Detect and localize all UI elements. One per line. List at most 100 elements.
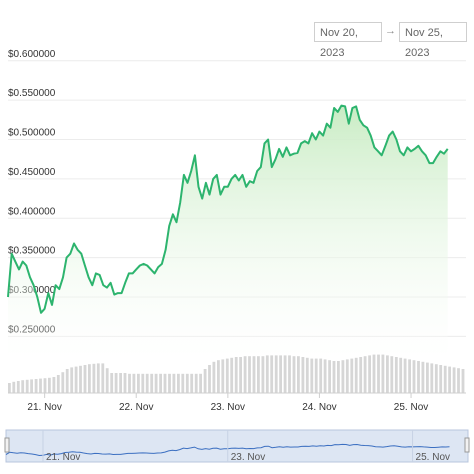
volume-bar: [128, 373, 131, 393]
volume-bar: [150, 373, 154, 393]
volume-bar: [137, 373, 140, 393]
volume-bar: [25, 379, 29, 393]
volume-bar: [279, 355, 282, 393]
volume-bar: [168, 373, 171, 393]
volume-bar: [96, 363, 100, 393]
price-line: [7, 104, 449, 314]
volume-bar: [354, 357, 358, 393]
x-tick-label: 22. Nov: [119, 402, 153, 413]
volume-bar: [363, 356, 367, 393]
volume-bar: [21, 380, 25, 393]
volume-bar: [390, 356, 394, 393]
volume-bar: [297, 356, 300, 393]
volume-bar: [292, 356, 296, 393]
volume-bar: [145, 373, 149, 393]
volume-bar: [212, 361, 216, 393]
volume-bar: [199, 373, 202, 393]
y-tick-label: $0.350000: [8, 246, 56, 257]
volume-bar: [61, 372, 65, 393]
volume-bar: [39, 378, 42, 393]
volume-bar: [461, 369, 465, 393]
volume-bar: [274, 355, 278, 393]
volume-bar: [123, 373, 127, 393]
volume-bar: [359, 357, 363, 393]
volume-bar: [368, 355, 371, 393]
volume-bar: [65, 369, 69, 393]
volume-bar: [225, 358, 229, 393]
volume-bar: [208, 365, 211, 393]
navigator-right-handle[interactable]: [464, 437, 470, 453]
y-tick-label: $0.450000: [8, 167, 56, 178]
volume-bar: [239, 357, 242, 393]
volume-bar: [141, 373, 145, 393]
y-tick-label: $0.600000: [8, 49, 56, 60]
volume-bar: [221, 359, 225, 393]
volume-bar: [203, 369, 207, 393]
navigator-tick-label: 21. Nov: [46, 452, 80, 463]
price-area: [8, 105, 448, 360]
date-to-input[interactable]: Nov 25, 2023: [399, 22, 467, 59]
volume-bar: [243, 356, 247, 393]
volume-bar: [337, 361, 340, 393]
volume-bar: [270, 355, 274, 393]
volume-bar: [132, 373, 136, 393]
volume-bar: [177, 373, 180, 393]
volume-bar: [417, 361, 420, 393]
volume-bar: [443, 365, 447, 393]
volume-bar: [52, 377, 56, 393]
volume-bar: [12, 381, 16, 393]
volume-bar: [154, 373, 158, 393]
volume-bar: [319, 358, 323, 393]
volume-bar: [261, 356, 265, 393]
volume-bar: [248, 356, 251, 393]
volume-bar: [328, 360, 331, 393]
volume-bar: [8, 383, 11, 393]
x-tick-label: 25. Nov: [394, 402, 428, 413]
volume-bar: [48, 377, 51, 393]
volume-bar: [399, 357, 403, 393]
volume-bar: [217, 360, 220, 393]
volume-bar: [234, 357, 238, 393]
volume-bar: [394, 357, 398, 393]
navigator-tick-label: 23. Nov: [231, 452, 265, 463]
volume-bar: [403, 358, 407, 393]
volume-bar: [381, 354, 385, 393]
volume-bar: [181, 373, 185, 393]
volume-bar: [310, 358, 314, 393]
volume-bar: [408, 359, 411, 393]
volume-bar: [332, 361, 336, 393]
volume-bar: [88, 364, 91, 393]
volume-bar: [341, 360, 345, 393]
volume-bar: [305, 357, 309, 393]
volume-bar: [230, 357, 234, 393]
x-tick-label: 24. Nov: [302, 402, 336, 413]
volume-bar: [159, 373, 162, 393]
volume-bar: [430, 363, 434, 393]
volume-bar: [70, 367, 74, 393]
volume-bar: [439, 365, 443, 393]
volume-bar: [190, 373, 194, 393]
volume-bar: [74, 366, 78, 393]
volume-bar: [114, 373, 118, 393]
volume-bar: [185, 373, 189, 393]
volume-bar: [257, 356, 260, 393]
volume-bar: [194, 373, 198, 393]
volume-bar: [172, 373, 176, 393]
volume-bar: [110, 373, 114, 393]
date-from-input[interactable]: Nov 20, 2023: [314, 22, 382, 59]
volume-bar: [377, 354, 380, 393]
volume-bar: [43, 378, 47, 393]
volume-bar: [421, 361, 425, 393]
x-tick-label: 21. Nov: [27, 402, 61, 413]
volume-bar: [79, 365, 82, 393]
volume-bar: [283, 355, 287, 393]
volume-bar: [372, 354, 376, 393]
volume-bar: [345, 359, 349, 393]
volume-bar: [350, 358, 354, 393]
y-tick-label: $0.400000: [8, 206, 56, 217]
volume-bar: [448, 366, 451, 393]
navigator-left-handle[interactable]: [4, 437, 10, 453]
volume-bar: [119, 373, 122, 393]
volume-bar: [323, 359, 327, 393]
